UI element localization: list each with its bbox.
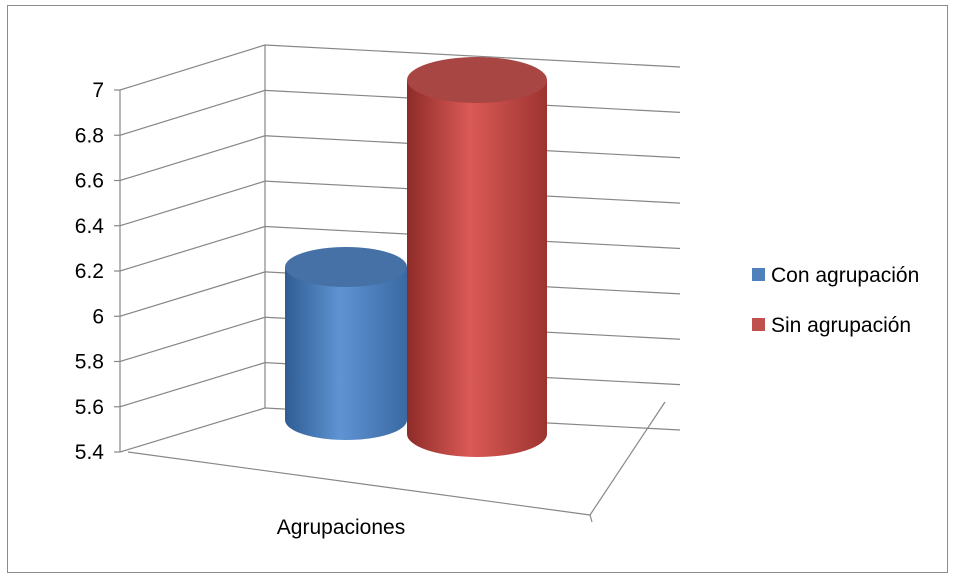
gridline-side-6	[119, 135, 266, 182]
legend-label-con-agrupacion: Con agrupación	[771, 264, 919, 287]
gridline-side-2	[119, 316, 266, 363]
legend-item-con-agrupacion: Con agrupación	[752, 264, 919, 287]
legend-label-sin-agrupacion: Sin agrupación	[771, 314, 911, 337]
bar-body-1	[407, 80, 547, 457]
gridline-5	[114, 180, 681, 227]
gridline-side-4	[119, 225, 266, 272]
gridline-7	[114, 89, 681, 136]
floor-right-edge	[589, 401, 666, 516]
bars	[285, 57, 547, 457]
gridline-side-7	[119, 89, 266, 136]
bar-top-shade-0	[285, 247, 407, 287]
gridline-side-8	[119, 44, 266, 91]
legend-swatch-sin-agrupacion	[752, 318, 765, 331]
bar-body-0	[285, 267, 407, 440]
y-tick-label-3: 6	[92, 305, 104, 328]
floor-front-edge	[127, 451, 591, 516]
gridline-side-3	[119, 271, 266, 317]
y-tick-label-7: 6.8	[75, 124, 104, 147]
y-tick-label-6: 6.6	[75, 170, 104, 193]
legend: Con agrupación Sin agrupación	[752, 264, 919, 337]
bar-top-0	[285, 247, 407, 287]
gridline-back-8	[264, 44, 681, 68]
legend-item-sin-agrupacion: Sin agrupación	[752, 314, 911, 337]
bar-top-1	[407, 57, 547, 103]
gridline-side-0	[119, 407, 266, 453]
y-tick-label-2: 5.8	[75, 351, 104, 374]
gridline-side-5	[119, 180, 266, 227]
y-tick-label-1: 5.6	[75, 396, 104, 419]
y-tick-label-4: 6.2	[75, 260, 104, 283]
bar-0	[285, 247, 407, 440]
bar-1	[407, 57, 547, 457]
bar-top-shade-1	[407, 57, 547, 103]
legend-swatch-con-agrupacion	[752, 268, 765, 281]
gridline-6	[114, 135, 681, 182]
x-axis-tick	[589, 514, 593, 523]
y-tick-label-8: 7	[92, 79, 104, 102]
y-tick-labels: 5.4 5.6 5.8 6 6.2 6.4 6.6 6.8 7	[75, 79, 105, 464]
x-category-label: Agrupaciones	[277, 516, 405, 539]
gridline-8	[114, 44, 681, 91]
y-tick-label-0: 5.4	[75, 441, 105, 464]
gridline-side-1	[119, 362, 266, 408]
y-tick-label-5: 6.4	[75, 215, 105, 238]
